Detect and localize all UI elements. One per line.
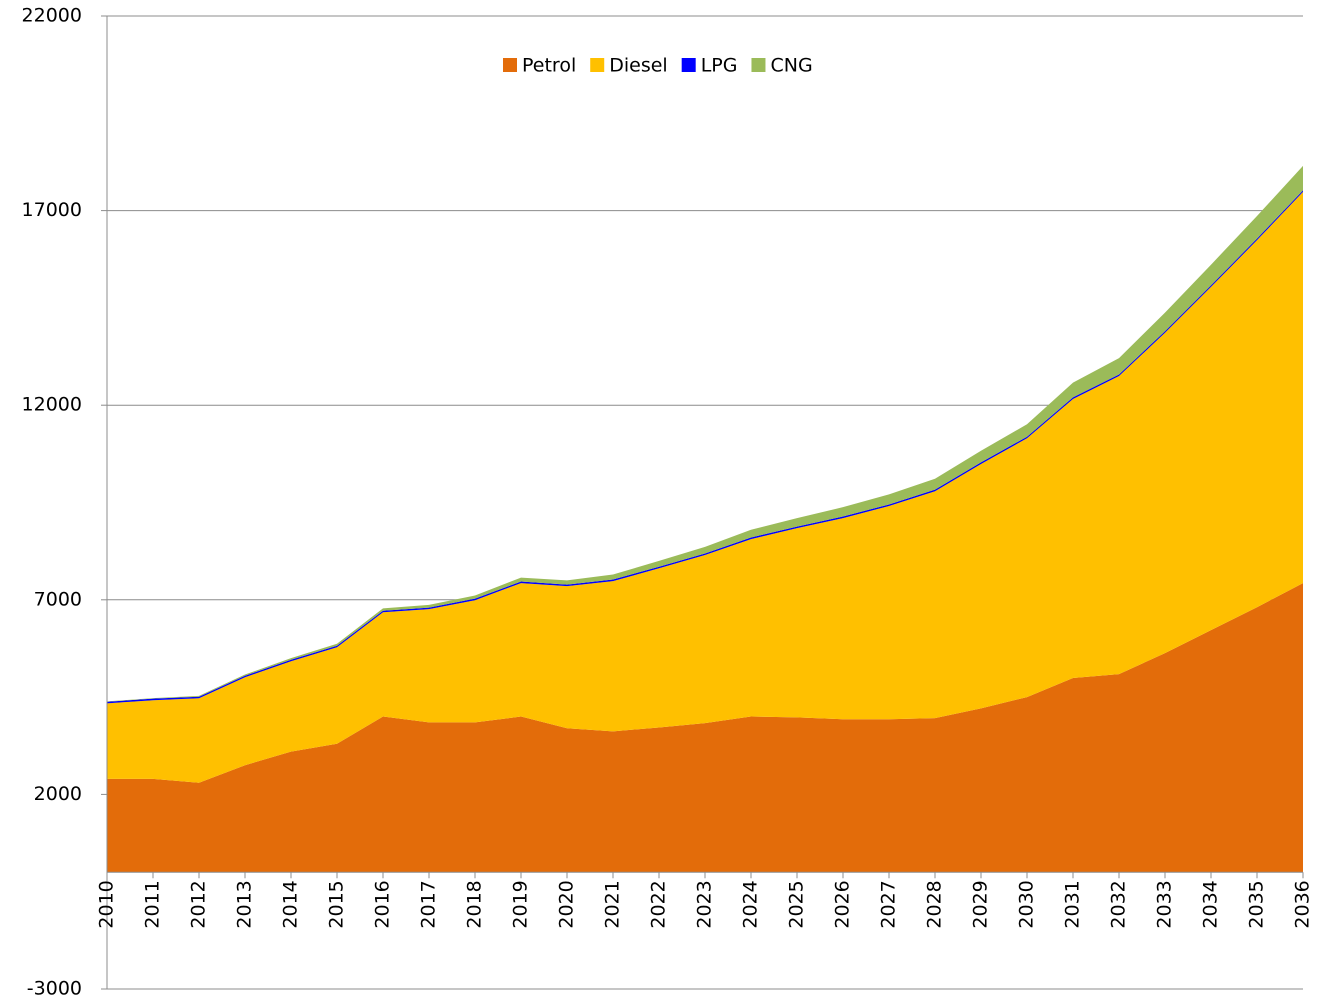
x-tick-label: 2031 [1062, 880, 1084, 928]
x-tick-label: 2012 [188, 880, 210, 928]
x-tick-label: 2024 [740, 880, 762, 928]
y-tick-label: 12000 [22, 394, 82, 416]
x-tick-label: 2016 [372, 880, 394, 928]
y-tick-label: 22000 [22, 5, 82, 27]
legend-swatch [590, 58, 605, 72]
x-tick-label: 2017 [418, 880, 440, 928]
x-tick-label: 2010 [96, 880, 118, 928]
x-tick-label: 2030 [1016, 880, 1038, 928]
x-tick-label: 2028 [924, 880, 946, 928]
legend-swatch [503, 58, 517, 72]
y-tick-label: -3000 [27, 978, 82, 999]
x-tick-label: 2032 [1108, 880, 1130, 928]
legend-swatch [751, 58, 766, 72]
x-tick-label: 2013 [234, 880, 256, 928]
area [107, 583, 1303, 873]
x-tick-label: 2019 [510, 880, 532, 928]
legend-swatch [681, 58, 696, 72]
x-tick-label: 2025 [786, 880, 808, 928]
x-tick-label: 2026 [832, 880, 854, 928]
x-tick-label: 2011 [142, 880, 164, 928]
x-tick-label: 2027 [878, 880, 900, 928]
x-tick-label: 2014 [280, 880, 302, 928]
legend-label: Petrol [522, 55, 576, 77]
area [107, 191, 1303, 783]
legend-label: Diesel [609, 55, 667, 77]
legend-label: CNG [770, 55, 812, 77]
x-tick-label: 2021 [602, 880, 624, 928]
y-tick-label: 2000 [34, 783, 82, 805]
x-tick-label: 2033 [1154, 880, 1176, 928]
y-tick-label: 17000 [22, 199, 82, 221]
x-tick-label: 2015 [326, 880, 348, 928]
x-tick-label: 2029 [970, 880, 992, 928]
x-tick-label: 2022 [648, 880, 670, 928]
y-tick-label: 7000 [34, 588, 82, 610]
x-tick-label: 2036 [1292, 880, 1314, 928]
x-tick-label: 2020 [556, 880, 578, 928]
x-tick-label: 2035 [1246, 880, 1268, 928]
legend-label: LPG [701, 55, 738, 77]
x-tick-label: 2018 [464, 880, 486, 928]
x-tick-label: 2023 [694, 880, 716, 928]
x-tick-label: 2034 [1200, 880, 1222, 928]
